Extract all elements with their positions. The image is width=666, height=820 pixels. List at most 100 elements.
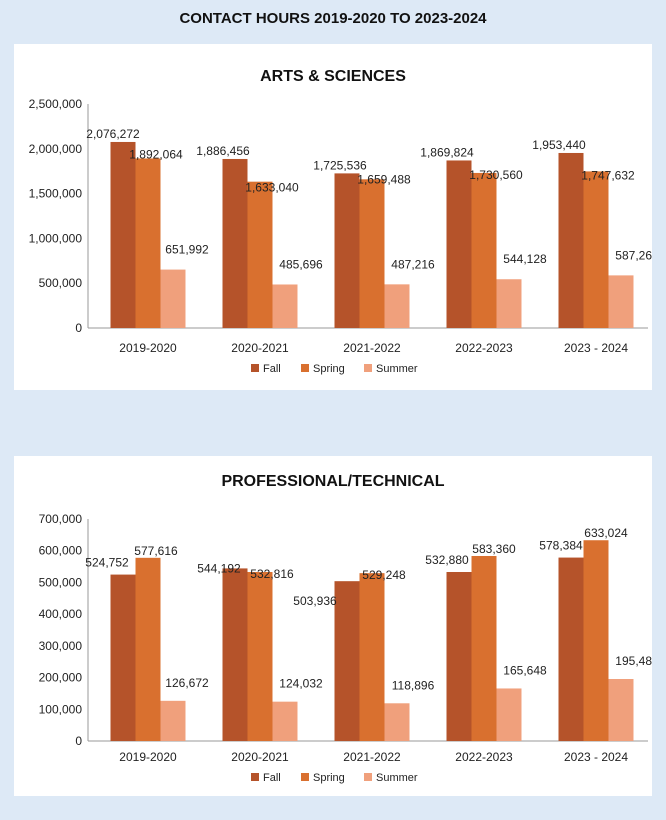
professional-bar-summer: [608, 679, 634, 741]
arts-data-label-spring: 1,892,064: [129, 147, 183, 161]
arts-data-label-summer: 587,264: [615, 248, 652, 262]
professional-bar-fall: [558, 557, 584, 741]
arts-sciences-chart-panel: ARTS & SCIENCES 0 500,000 1,000,000 1,500,00…: [14, 44, 659, 390]
professional-y-tick-label: 0: [75, 734, 82, 748]
professional-bar-spring: [359, 573, 385, 741]
professional-bar-fall: [446, 572, 472, 741]
professional-legend-swatch-fall: [251, 773, 259, 781]
professional-bar-summer: [384, 703, 410, 741]
professional-y-tick-label: 700,000: [39, 512, 83, 526]
professional-chart-title: PROFESSIONAL/TECHNICAL: [221, 473, 444, 490]
professional-y-tick-label: 200,000: [39, 671, 83, 685]
professional-category-label: 2023 - 2024: [564, 750, 628, 764]
arts-sciences-chart: ARTS & SCIENCES 0 500,000 1,000,000 1,500,00…: [29, 68, 659, 375]
professional-data-label-fall: 524,752: [85, 556, 129, 570]
professional-data-label-summer: 195,488: [615, 654, 652, 668]
professional-y-tick-label: 500,000: [39, 575, 83, 589]
arts-bar-summer: [272, 284, 298, 328]
professional-bar-spring: [471, 555, 497, 741]
professional-bar-fall: [110, 574, 136, 741]
arts-bar-spring: [471, 172, 497, 328]
arts-data-label-summer: 487,216: [391, 257, 435, 271]
arts-bar-spring: [359, 179, 385, 328]
professional-bar-spring: [247, 572, 273, 741]
professional-category-label: 2021-2022: [343, 750, 401, 764]
professional-y-tick-label: 300,000: [39, 639, 83, 653]
arts-bar-summer: [384, 284, 410, 328]
arts-bar-fall: [446, 160, 472, 328]
arts-y-tick-label: 2,000,000: [29, 142, 83, 156]
arts-data-label-fall: 2,076,272: [86, 127, 140, 141]
arts-data-label-summer: 544,128: [503, 252, 547, 266]
arts-category-label: 2020-2021: [231, 341, 289, 355]
arts-bar-fall: [558, 152, 584, 328]
arts-y-tick-label: 500,000: [39, 276, 83, 290]
professional-legend-label-summer: Summer: [376, 772, 418, 784]
arts-bar-summer: [608, 275, 634, 328]
arts-bar-spring: [135, 158, 161, 328]
professional-legend-swatch-spring: [301, 773, 309, 781]
arts-data-label-fall: 1,725,536: [313, 158, 367, 172]
arts-bar-fall: [110, 141, 136, 328]
professional-bar-spring: [583, 540, 609, 741]
arts-data-label-summer: 651,992: [165, 243, 209, 257]
professional-y-tick-label: 600,000: [39, 544, 83, 558]
arts-legend-swatch-summer: [364, 364, 372, 372]
arts-legend-swatch-fall: [251, 364, 259, 372]
professional-bar-fall: [222, 568, 248, 741]
arts-data-label-fall: 1,886,456: [196, 144, 250, 158]
arts-category-label: 2023 - 2024: [564, 341, 628, 355]
arts-bar-fall: [222, 158, 248, 328]
professional-data-label-summer: 118,896: [392, 678, 435, 692]
professional-data-label-summer: 126,672: [165, 676, 209, 690]
professional-category-label: 2019-2020: [119, 750, 177, 764]
arts-data-label-summer: 485,696: [279, 257, 323, 271]
arts-legend-label-summer: Summer: [376, 363, 418, 375]
professional-data-label-fall: 578,384: [539, 539, 583, 553]
arts-data-label-spring: 1,747,632: [581, 168, 635, 182]
professional-legend-swatch-summer: [364, 773, 372, 781]
professional-technical-chart: PROFESSIONAL/TECHNICAL 0 100,000 200,000 300…: [39, 473, 659, 784]
professional-bar-summer: [160, 700, 186, 741]
professional-y-tick-label: 100,000: [39, 702, 83, 716]
arts-y-tick-label: 1,500,000: [29, 187, 83, 201]
professional-legend-label-fall: Fall: [263, 772, 281, 784]
arts-bar-summer: [496, 279, 522, 328]
professional-bar-spring: [135, 557, 161, 741]
arts-legend-swatch-spring: [301, 364, 309, 372]
professional-data-label-spring: 583,360: [472, 542, 516, 556]
professional-bar-fall: [334, 581, 360, 741]
professional-data-label-summer: 124,032: [279, 677, 323, 691]
professional-data-label-spring: 529,248: [362, 568, 406, 582]
professional-bar-summer: [496, 688, 522, 741]
arts-data-label-fall: 1,953,440: [532, 138, 586, 152]
arts-data-label-fall: 1,869,824: [420, 145, 474, 159]
professional-data-label-spring: 633,024: [584, 526, 628, 540]
professional-technical-chart-panel: PROFESSIONAL/TECHNICAL 0 100,000 200,000 300…: [14, 456, 659, 796]
professional-data-label-fall: 503,936: [293, 594, 337, 608]
arts-y-tick-label: 1,000,000: [29, 231, 83, 245]
arts-bar-fall: [334, 173, 360, 328]
professional-legend-label-spring: Spring: [313, 772, 345, 784]
professional-category-label: 2022-2023: [455, 750, 513, 764]
arts-legend-label-fall: Fall: [263, 363, 281, 375]
professional-data-label-summer: 165,648: [503, 663, 547, 677]
professional-bar-summer: [272, 701, 298, 741]
arts-y-tick-label: 0: [75, 321, 82, 335]
arts-bar-summer: [160, 269, 186, 328]
professional-data-label-fall: 532,880: [425, 553, 469, 567]
arts-data-label-spring: 1,633,040: [245, 181, 299, 195]
arts-bar-spring: [583, 171, 609, 328]
arts-category-label: 2022-2023: [455, 341, 513, 355]
professional-data-label-spring: 532,816: [250, 567, 294, 581]
arts-category-label: 2021-2022: [343, 341, 401, 355]
professional-data-label-spring: 577,616: [134, 544, 178, 558]
professional-y-tick-label: 400,000: [39, 607, 83, 621]
arts-y-tick-label: 2,500,000: [29, 97, 83, 111]
arts-chart-title: ARTS & SCIENCES: [260, 68, 406, 85]
page-title: CONTACT HOURS 2019-2020 TO 2023-2024: [179, 10, 487, 27]
arts-legend-label-spring: Spring: [313, 363, 345, 375]
arts-category-label: 2019-2020: [119, 341, 177, 355]
professional-data-label-fall: 544,192: [197, 561, 241, 575]
arts-data-label-spring: 1,659,488: [357, 172, 411, 186]
